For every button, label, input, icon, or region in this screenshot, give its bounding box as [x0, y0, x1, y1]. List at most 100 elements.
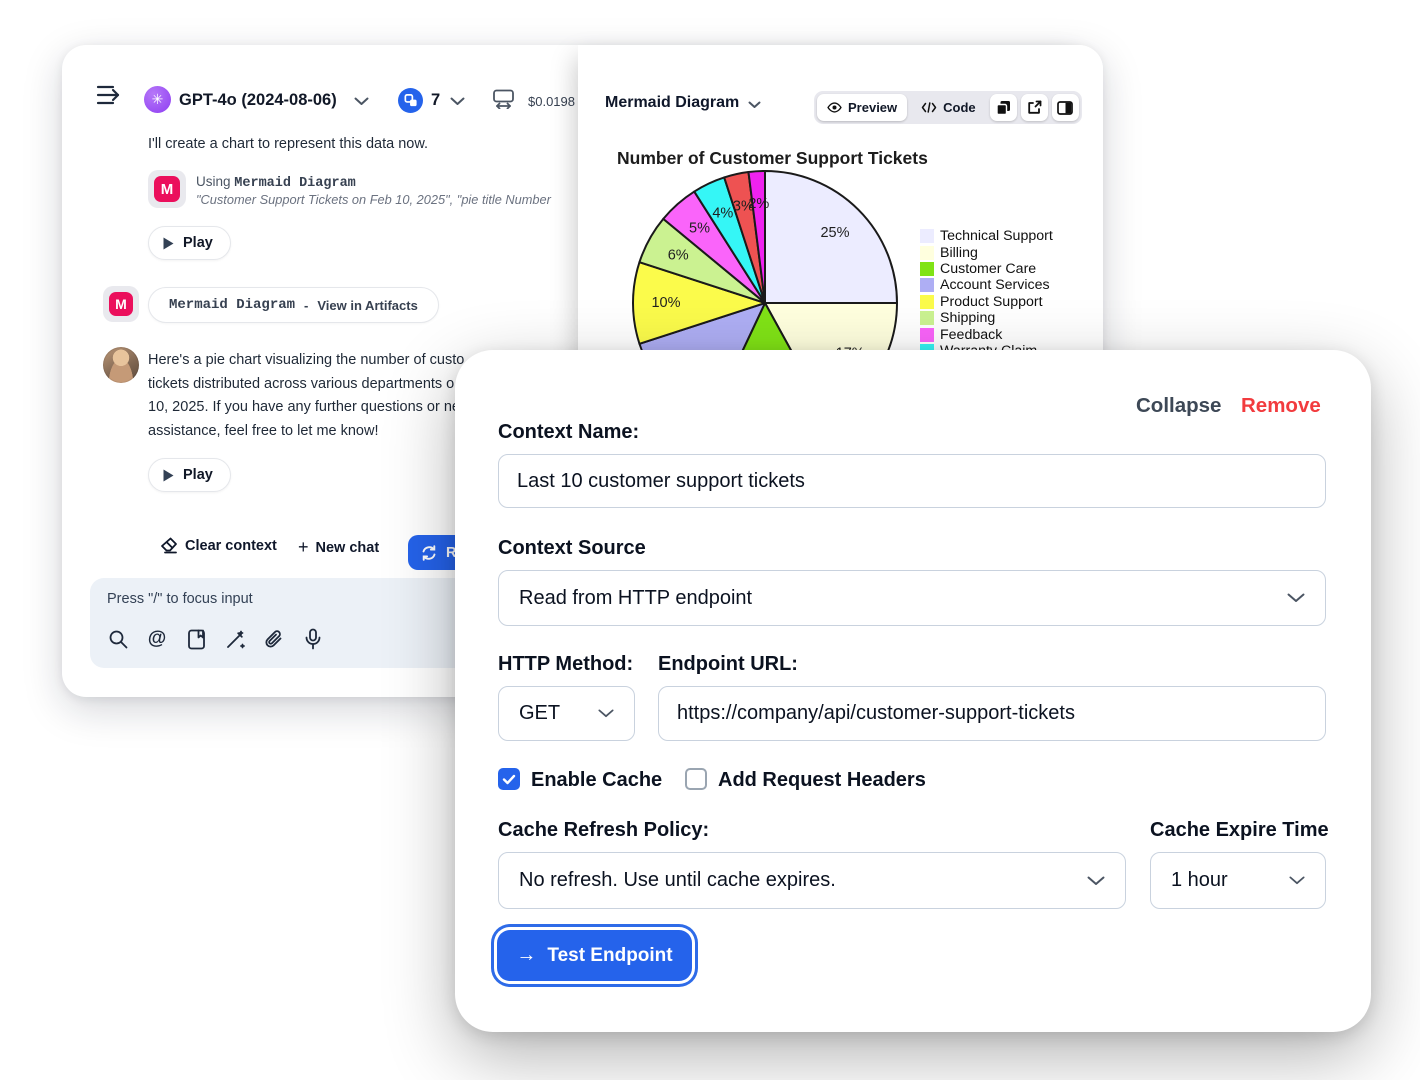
model-selector[interactable]: GPT-4o (2024-08-06) [179, 91, 337, 109]
microphone-icon[interactable] [302, 627, 324, 651]
add-request-headers-label[interactable]: Add Request Headers [718, 769, 926, 791]
legend-swatch [920, 278, 934, 293]
play-button[interactable]: Play [148, 458, 231, 492]
legend-label: Product Support [940, 293, 1043, 310]
legend-swatch [920, 245, 934, 260]
cache-refresh-policy-label: Cache Refresh Policy: [498, 819, 710, 841]
notebook-icon[interactable] [185, 627, 207, 651]
mention-icon[interactable]: @ [147, 628, 167, 649]
assistant-message: I'll create a chart to represent this da… [148, 136, 429, 152]
chevron-down-icon [1287, 593, 1305, 602]
pie-slice-label: 10% [651, 295, 680, 311]
code-brackets-icon [921, 102, 937, 113]
magic-wand-icon[interactable] [224, 627, 246, 651]
endpoint-url-input[interactable] [658, 686, 1326, 741]
message-line: Here's a pie chart visualizing the numbe… [148, 352, 465, 368]
legend-label: Feedback [940, 326, 1003, 343]
play-triangle-icon [163, 469, 174, 481]
toggle-panel-button[interactable] [1051, 94, 1079, 121]
chevron-down-icon [598, 709, 614, 718]
chevron-down-icon [1087, 876, 1105, 885]
add-request-headers-checkbox[interactable] [685, 768, 707, 790]
cache-refresh-policy-select[interactable]: No refresh. Use until cache expires. [498, 852, 1126, 909]
split-panel-icon [1057, 100, 1074, 115]
remove-link[interactable]: Remove [1241, 394, 1321, 417]
pie-slice-label: 3% [733, 198, 754, 214]
tab-code[interactable]: Code [911, 94, 986, 121]
pie-slice [764, 170, 898, 304]
enable-cache-label[interactable]: Enable Cache [531, 769, 663, 791]
http-method-select[interactable]: GET [498, 686, 635, 741]
chart-legend: Technical Support Billing Customer Care Acc… [920, 228, 1053, 359]
legend-swatch [920, 327, 934, 342]
mermaid-tool-icon: M [148, 170, 186, 208]
openai-logo-icon: ✳ [144, 86, 171, 113]
assistant-avatar [103, 347, 139, 383]
test-endpoint-button[interactable]: → Test Endpoint [497, 930, 692, 981]
resize-window-icon[interactable] [492, 89, 515, 114]
chevron-down-icon[interactable] [354, 97, 369, 106]
context-source-label: Context Source [498, 537, 646, 559]
legend-label: Technical Support [940, 228, 1053, 245]
tool-name: Mermaid Diagram [234, 176, 356, 191]
artifact-title-dropdown[interactable]: Mermaid Diagram [605, 94, 740, 111]
tool-arguments: "Customer Support Tickets on Feb 10, 202… [196, 192, 551, 207]
eraser-icon [161, 537, 177, 554]
legend-row: Feedback [920, 326, 1053, 343]
legend-label: Customer Care [940, 260, 1037, 277]
new-chat-button[interactable]: + New chat [298, 537, 380, 557]
input-toolbar: @ [107, 627, 324, 651]
refresh-icon [422, 544, 436, 561]
plus-icon: + [298, 537, 309, 557]
pie-slice-label: 6% [668, 247, 689, 263]
message-line: 10, 2025. If you have any further questi… [148, 399, 460, 415]
chevron-down-icon[interactable] [450, 97, 465, 106]
external-link-icon [1027, 100, 1042, 114]
tool-usage-line: Using Mermaid Diagram [196, 174, 356, 191]
context-source-select[interactable]: Read from HTTP endpoint [498, 570, 1326, 626]
mermaid-logo: M [109, 292, 133, 316]
chevron-down-icon[interactable] [748, 101, 761, 109]
mermaid-tool-icon: M [103, 286, 139, 322]
search-icon[interactable] [107, 627, 129, 651]
pie-slice [632, 261, 766, 345]
mermaid-logo: M [154, 176, 180, 202]
context-name-input[interactable] [498, 454, 1326, 508]
blocks-badge-icon[interactable] [398, 88, 423, 113]
view-in-artifacts-button[interactable]: Mermaid Diagram - View in Artifacts [148, 287, 439, 323]
legend-swatch [920, 229, 934, 244]
pie-slice-label: 2% [748, 196, 769, 212]
legend-label: Billing [940, 244, 978, 261]
checkmark-icon [502, 774, 516, 784]
context-modal: Collapse Remove Context Name: Context So… [455, 350, 1371, 1032]
legend-row: Customer Care [920, 261, 1053, 277]
session-cost: $0.0198 ( [528, 94, 583, 109]
play-triangle-icon [163, 237, 174, 249]
cache-expire-time-label: Cache Expire Time [1150, 819, 1329, 841]
legend-row: Technical Support [920, 228, 1053, 244]
enable-cache-checkbox[interactable] [498, 768, 520, 790]
legend-swatch [920, 261, 934, 276]
context-name-label: Context Name: [498, 421, 640, 443]
chart-title: Number of Customer Support Tickets [617, 148, 928, 168]
collapse-link[interactable]: Collapse [1136, 394, 1222, 417]
chat-input-placeholder: Press "/" to focus input [107, 591, 253, 607]
clear-context-button[interactable]: Clear context [160, 537, 277, 554]
cache-expire-time-select[interactable]: 1 hour [1150, 852, 1326, 909]
paperclip-icon[interactable] [263, 627, 285, 651]
play-button[interactable]: Play [148, 226, 231, 260]
endpoint-url-label: Endpoint URL: [658, 653, 798, 675]
legend-label: Shipping [940, 310, 996, 327]
open-external-button[interactable] [1020, 94, 1048, 121]
message-line: tickets distributed across various depar… [148, 375, 455, 392]
pie-slice [747, 170, 766, 304]
badge-count: 7 [431, 91, 441, 109]
tab-preview[interactable]: Preview [817, 94, 908, 121]
legend-swatch [920, 311, 934, 326]
legend-label: Account Services [940, 277, 1050, 294]
sidebar-toggle-icon[interactable] [96, 84, 122, 106]
legend-row: Shipping [920, 310, 1053, 326]
copy-button[interactable] [989, 94, 1017, 121]
eye-icon [827, 102, 842, 113]
